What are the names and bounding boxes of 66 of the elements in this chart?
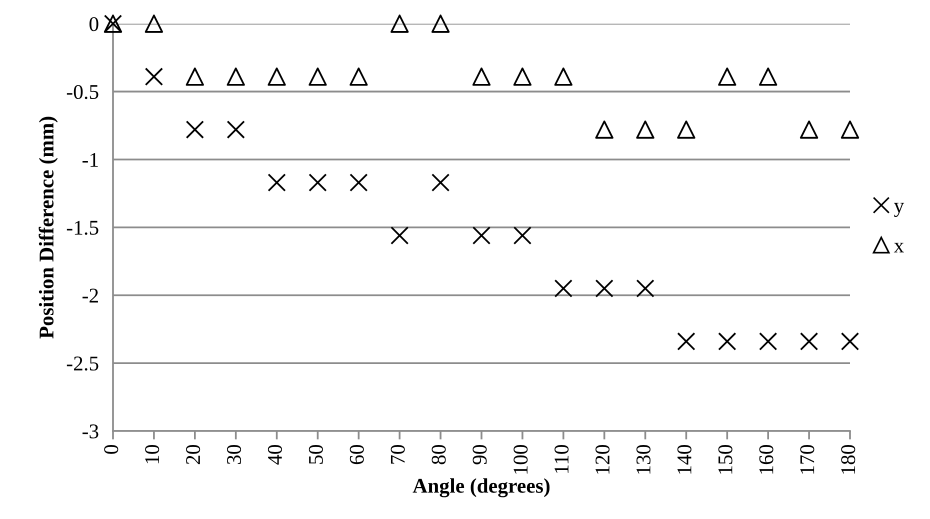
point — [431, 14, 450, 33]
point — [268, 173, 286, 192]
point — [350, 173, 368, 192]
point — [636, 120, 654, 139]
y-tick-label: -1 — [82, 152, 98, 167]
x-tick-label: 60 — [350, 444, 364, 464]
point — [554, 68, 573, 86]
point — [431, 173, 450, 192]
legend-label: x — [894, 242, 904, 252]
x-tick-label: 140 — [677, 444, 692, 474]
point — [840, 332, 860, 351]
x-tick-label: 70 — [390, 444, 405, 464]
point — [268, 68, 286, 86]
point — [513, 226, 532, 245]
x-tick-label: 0 — [104, 444, 118, 454]
point — [390, 14, 409, 33]
x-tick-label: 180 — [841, 444, 856, 474]
y-tick-label: -2.5 — [66, 356, 98, 371]
point — [554, 279, 573, 298]
legend-label: y — [894, 202, 904, 217]
point — [472, 68, 491, 86]
point — [677, 332, 696, 351]
x-tick-label: 10 — [145, 444, 160, 464]
y-tick-label: -3 — [82, 424, 98, 438]
y-tick-label: 0 — [89, 17, 98, 32]
point — [144, 68, 164, 86]
point — [718, 68, 736, 86]
point — [308, 173, 327, 192]
y-tick-label: -0.5 — [66, 84, 98, 100]
point — [800, 332, 818, 351]
point — [226, 68, 245, 86]
x-tick-label: 150 — [718, 444, 732, 474]
point — [636, 279, 654, 298]
point — [390, 226, 409, 245]
point — [758, 68, 778, 86]
point — [472, 226, 491, 245]
point — [758, 332, 778, 351]
point — [144, 14, 164, 33]
point — [595, 279, 614, 298]
y-tick-label: -2 — [82, 288, 98, 302]
point — [226, 120, 245, 139]
x-tick-label: 30 — [226, 444, 242, 464]
x-tick-label: 20 — [186, 444, 200, 464]
x-tick-label: 130 — [636, 444, 650, 474]
x-tick-label: 90 — [472, 444, 487, 464]
point — [800, 120, 818, 139]
x-tick-label: 40 — [268, 444, 282, 465]
x-tick-label: 110 — [554, 444, 569, 473]
y-tick-label: -1.5 — [66, 220, 98, 235]
point — [595, 120, 614, 139]
point — [840, 120, 860, 139]
y-axis-title: Position Difference (mm) — [38, 116, 58, 338]
x-tick-label: 120 — [595, 444, 610, 474]
x-tick-label: 160 — [759, 444, 774, 474]
x-tick-label: 50 — [308, 444, 323, 464]
point — [718, 332, 736, 351]
point — [513, 68, 532, 86]
point — [677, 120, 696, 139]
point — [308, 68, 327, 86]
x-axis-title: Angle (degrees) — [412, 478, 550, 498]
x-tick-label: 80 — [432, 444, 446, 464]
point — [350, 68, 368, 86]
point — [186, 120, 204, 139]
x-tick-label: 170 — [800, 444, 814, 474]
x-tick-label: 100 — [514, 444, 528, 474]
point — [186, 68, 204, 86]
